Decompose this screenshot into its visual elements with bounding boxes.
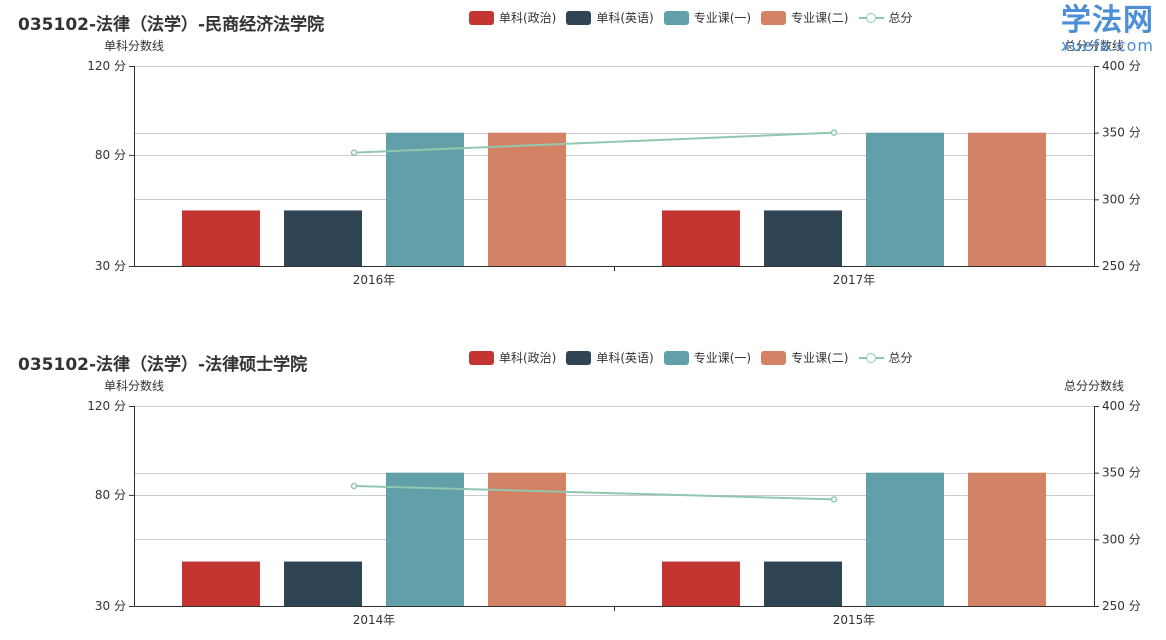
- right-axis-tick-label: 400 分: [1102, 59, 1141, 73]
- legend-swatch-politics: [469, 350, 494, 365]
- x-axis-tick-label: 2014年: [353, 613, 396, 627]
- left-axis-tick-label: 80 分: [95, 488, 126, 502]
- bar-专业课(一): [866, 472, 944, 606]
- line-series-total: [353, 485, 835, 501]
- chart-title-1: 035102-法律（法学）-民商经济法学院: [18, 15, 325, 35]
- legend-item-major-2[interactable]: 专业课(二): [761, 9, 849, 26]
- right-axis-name-1: 总分分数线: [1064, 39, 1125, 53]
- watermark-logo: 学法网 xuefa.com: [1061, 4, 1154, 54]
- bar-单科(政治): [662, 561, 740, 606]
- legend-item-politics[interactable]: 单科(政治): [469, 9, 556, 26]
- right-axis-tick-label: 350 分: [1102, 126, 1141, 140]
- legend-swatch-major-1: [663, 350, 689, 365]
- legend-item-major-2[interactable]: 专业课(二): [761, 349, 849, 366]
- bar-专业课(一): [386, 472, 464, 606]
- legend-label-politics: 单科(政治): [499, 11, 557, 25]
- left-axis-name-1: 单科分数线: [104, 39, 165, 53]
- legend-label-major-1: 专业课(一): [693, 11, 752, 25]
- line-point-total: [350, 149, 358, 156]
- legend-swatch-politics: [469, 10, 494, 25]
- bar-专业课(二): [968, 132, 1046, 266]
- legend-swatch-major-1: [663, 10, 689, 25]
- bar-单科(英语): [764, 561, 842, 606]
- bar-单科(政治): [662, 210, 740, 266]
- chart-svg-2: 30 分 80 分 120 分 250 分 300 分 350 分 400 分 2014年 20…: [87, 399, 1141, 627]
- legend-swatch-english: [566, 350, 592, 365]
- bar-单科(英语): [284, 210, 362, 266]
- legend-1: 单科(政治) 单科(英语) 专业课(一) 专业课(二) 总分: [469, 9, 923, 26]
- legend-swatch-major-2: [761, 350, 787, 365]
- right-axis-tick-label: 300 分: [1102, 192, 1141, 206]
- legend-label-total: 总分: [888, 11, 913, 25]
- legend-label-total: 总分: [888, 351, 913, 365]
- legend-item-total[interactable]: 总分: [858, 9, 913, 26]
- legend-item-english[interactable]: 单科(英语): [566, 9, 654, 26]
- legend-item-english[interactable]: 单科(英语): [566, 349, 654, 366]
- legend-line-icon-total: [858, 351, 884, 365]
- legend-item-politics[interactable]: 单科(政治): [469, 349, 556, 366]
- left-axis-tick-label: 30 分: [95, 259, 126, 273]
- left-axis-tick-label: 80 分: [95, 148, 126, 162]
- bar-单科(政治): [182, 561, 260, 606]
- bar-专业课(一): [386, 132, 464, 266]
- x-axis-tick-label: 2015年: [833, 613, 876, 627]
- bar-专业课(二): [968, 472, 1046, 606]
- legend-label-major-2: 专业课(二): [791, 11, 849, 25]
- right-axis-tick-label: 350 分: [1102, 466, 1141, 480]
- left-axis-tick-label: 120 分: [87, 59, 126, 73]
- x-axis-tick-label: 2016年: [353, 273, 396, 287]
- chart-panel-1: 30 分 80 分 120 分 250 分 300 分 350 分 400 分 2016年 20…: [0, 0, 1166, 300]
- chart-svg-1: 30 分 80 分 120 分 250 分 300 分 350 分 400 分 2016年 20…: [87, 59, 1141, 287]
- legend-2: 单科(政治) 单科(英语) 专业课(一) 专业课(二) 总分: [469, 349, 923, 366]
- chart-title-2: 035102-法律（法学）-法律硕士学院: [18, 355, 308, 375]
- bar-专业课(二): [488, 472, 566, 606]
- legend-line-icon-total: [858, 11, 884, 25]
- watermark-sub-text: xuefa.com: [1060, 36, 1154, 55]
- line-point-total: [350, 482, 358, 490]
- legend-item-major-1[interactable]: 专业课(一): [663, 349, 752, 366]
- bar-单科(政治): [182, 210, 260, 266]
- right-axis-tick-label: 250 分: [1102, 599, 1141, 613]
- line-series-total: [353, 131, 835, 154]
- legend-label-politics: 单科(政治): [499, 351, 557, 365]
- line-point-total: [830, 129, 838, 136]
- right-axis-name-2: 总分分数线: [1064, 379, 1125, 393]
- left-axis-tick-label: 30 分: [95, 599, 126, 613]
- bar-单科(英语): [284, 561, 362, 606]
- right-axis-tick-label: 400 分: [1102, 399, 1141, 413]
- legend-label-major-2: 专业课(二): [791, 351, 849, 365]
- bar-单科(英语): [764, 210, 842, 266]
- legend-label-english: 单科(英语): [596, 11, 654, 25]
- left-axis-tick-label: 120 分: [87, 399, 126, 413]
- legend-swatch-english: [566, 10, 592, 25]
- line-point-total: [830, 496, 838, 503]
- right-axis-tick-label: 250 分: [1102, 259, 1141, 273]
- right-axis-tick-label: 300 分: [1102, 532, 1141, 546]
- bar-专业课(一): [866, 132, 944, 266]
- watermark-main-text: 学法网: [1061, 3, 1154, 38]
- bar-专业课(二): [488, 132, 566, 266]
- legend-swatch-major-2: [761, 10, 787, 25]
- legend-item-total[interactable]: 总分: [858, 349, 913, 366]
- legend-label-major-1: 专业课(一): [693, 351, 752, 365]
- x-axis-tick-label: 2017年: [833, 273, 876, 287]
- chart-panel-2: 30 分 80 分 120 分 250 分 300 分 350 分 400 分 2014年 20…: [0, 340, 1166, 640]
- left-axis-name-2: 单科分数线: [104, 379, 165, 393]
- legend-label-english: 单科(英语): [596, 351, 654, 365]
- legend-item-major-1[interactable]: 专业课(一): [663, 9, 752, 26]
